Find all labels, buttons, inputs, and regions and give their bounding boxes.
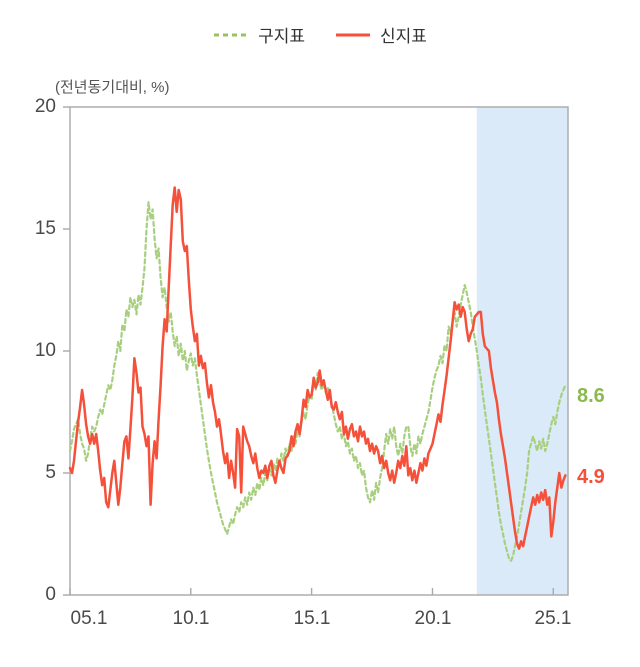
x-tick-label-10-1: 10.1 bbox=[172, 608, 210, 629]
x-tick-label-15-1: 15.1 bbox=[293, 608, 331, 629]
y-tick-label-0: 0 bbox=[45, 584, 56, 605]
dashed-line-swatch-icon bbox=[214, 33, 249, 36]
x-tick-label-25-1: 25.1 bbox=[534, 608, 572, 629]
y-tick-label-10: 10 bbox=[34, 340, 56, 361]
end-value-label-old: 8.6 bbox=[577, 385, 605, 407]
legend-item-old: 구지표 bbox=[213, 22, 305, 47]
x-tick-label-20-1: 20.1 bbox=[414, 608, 452, 629]
y-axis-unit-label: (전년동기대비, %) bbox=[55, 79, 170, 96]
y-tick-label-5: 5 bbox=[45, 462, 56, 483]
end-value-label-new: 4.9 bbox=[577, 466, 605, 488]
y-tick-label-20: 20 bbox=[34, 96, 56, 117]
chart-legend: 구지표 신지표 bbox=[0, 22, 640, 47]
legend-item-new: 신지표 bbox=[335, 22, 427, 47]
x-tick-label-05-1: 05.1 bbox=[70, 608, 108, 629]
legend-label-new: 신지표 bbox=[380, 27, 427, 46]
y-tick-label-15: 15 bbox=[34, 218, 56, 239]
solid-line-swatch-icon bbox=[336, 33, 370, 36]
legend-label-old: 구지표 bbox=[258, 27, 305, 46]
